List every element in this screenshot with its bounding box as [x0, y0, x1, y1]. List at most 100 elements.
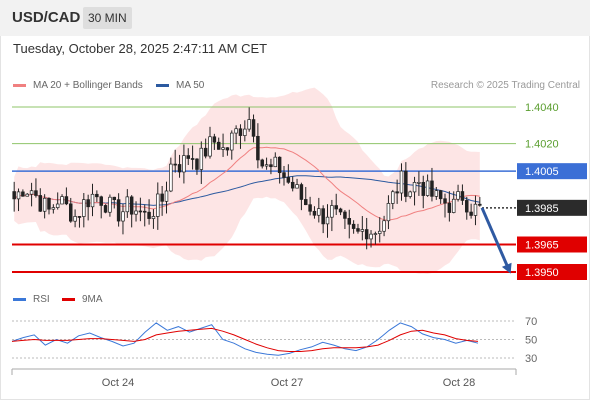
candle-body: [116, 199, 121, 222]
candle-body: [260, 159, 264, 167]
level-label-1.4040: 1.4040: [525, 102, 559, 114]
candle: [134, 201, 138, 222]
level-label-box: [517, 236, 587, 253]
candle: [325, 204, 330, 238]
candle-body: [456, 191, 460, 200]
candle: [190, 145, 195, 170]
candle: [129, 195, 134, 228]
candle: [55, 192, 60, 210]
candle-body: [134, 210, 138, 215]
candle-body: [190, 158, 195, 160]
ma20-label: MA 20 + Bollinger Bands: [33, 80, 143, 91]
copyright-text: Research © 2025 Trading Central: [430, 80, 580, 91]
candle-body: [21, 191, 25, 197]
level-label-text: 1.4020: [525, 139, 559, 151]
candle-body: [325, 216, 330, 225]
rsi-tick-label: 70: [525, 316, 537, 328]
candle: [321, 205, 325, 234]
level-label-1.4020: 1.4020: [525, 139, 559, 151]
candle: [103, 204, 108, 214]
candle: [42, 194, 47, 219]
candle: [425, 174, 430, 197]
candle: [147, 199, 151, 225]
level-label-1.3985: 1.3985: [517, 199, 587, 216]
candle-body: [338, 208, 343, 213]
candle: [386, 195, 391, 230]
candle-body: [317, 208, 321, 216]
candle-body: [308, 204, 312, 212]
candle: [438, 189, 443, 204]
candle-body: [169, 163, 173, 192]
candle: [282, 165, 286, 186]
candle: [156, 182, 160, 230]
x-axis: Oct 24 Oct 27 Oct 28: [11, 368, 517, 389]
candle-body: [60, 196, 64, 205]
candle: [177, 154, 182, 178]
candle-body: [438, 190, 443, 200]
candle-body: [160, 193, 164, 202]
candle-body: [177, 164, 182, 173]
candle-body: [42, 197, 47, 212]
candle: [417, 171, 421, 196]
candle: [460, 184, 465, 205]
candle: [16, 188, 21, 212]
candle: [99, 195, 103, 219]
candle-body: [138, 210, 143, 213]
candle: [330, 199, 334, 232]
candle-body: [147, 211, 151, 219]
level-label-1.3950: 1.3950: [517, 264, 587, 280]
timestamp: Tuesday, October 28, 2025 2:47:11 AM CET: [13, 41, 268, 56]
candle: [225, 147, 230, 156]
candle-body: [34, 190, 38, 196]
candle: [86, 194, 90, 221]
candle-body: [273, 156, 278, 168]
timeframe-badge[interactable]: 30 MIN: [83, 7, 132, 29]
candle-body: [399, 170, 404, 194]
level-label-box: [517, 199, 587, 216]
candle-body: [465, 200, 469, 213]
candle: [290, 176, 295, 192]
candle-body: [77, 216, 82, 218]
legend-rsi: RSI: [13, 294, 50, 305]
candle: [51, 204, 56, 214]
candle: [230, 130, 234, 160]
x-tick-label: Oct 27: [271, 377, 303, 389]
candle: [203, 138, 208, 159]
candle: [382, 215, 386, 237]
candle: [447, 191, 452, 222]
candle: [395, 179, 399, 204]
candle: [125, 189, 130, 218]
candle: [373, 231, 378, 245]
candle-body: [29, 190, 34, 195]
candle: [295, 178, 299, 189]
level-label-box: [517, 163, 587, 180]
candle-body: [443, 198, 447, 204]
candle-body: [364, 229, 369, 240]
candle: [377, 217, 382, 243]
candle-body: [173, 163, 177, 166]
candle-body: [264, 164, 269, 167]
candle-body: [451, 198, 456, 213]
candle-body: [121, 211, 125, 222]
candle-body: [251, 119, 256, 137]
candle: [247, 107, 251, 132]
candle: [186, 148, 191, 166]
candle: [73, 209, 77, 228]
candle-body: [473, 203, 478, 216]
candle-body: [95, 193, 99, 198]
bollinger-layer: [14, 87, 480, 274]
candle: [243, 120, 247, 142]
candle: [251, 114, 256, 143]
candle: [173, 149, 177, 173]
candle-body: [460, 191, 465, 201]
candle: [108, 194, 112, 217]
candle: [356, 223, 360, 234]
candle: [199, 141, 204, 184]
candle-body: [68, 203, 73, 222]
candle-body: [417, 181, 421, 184]
candle: [399, 163, 404, 201]
candle-body: [299, 184, 304, 200]
candle: [299, 182, 304, 211]
candle-body: [377, 230, 382, 234]
candle: [138, 197, 143, 222]
